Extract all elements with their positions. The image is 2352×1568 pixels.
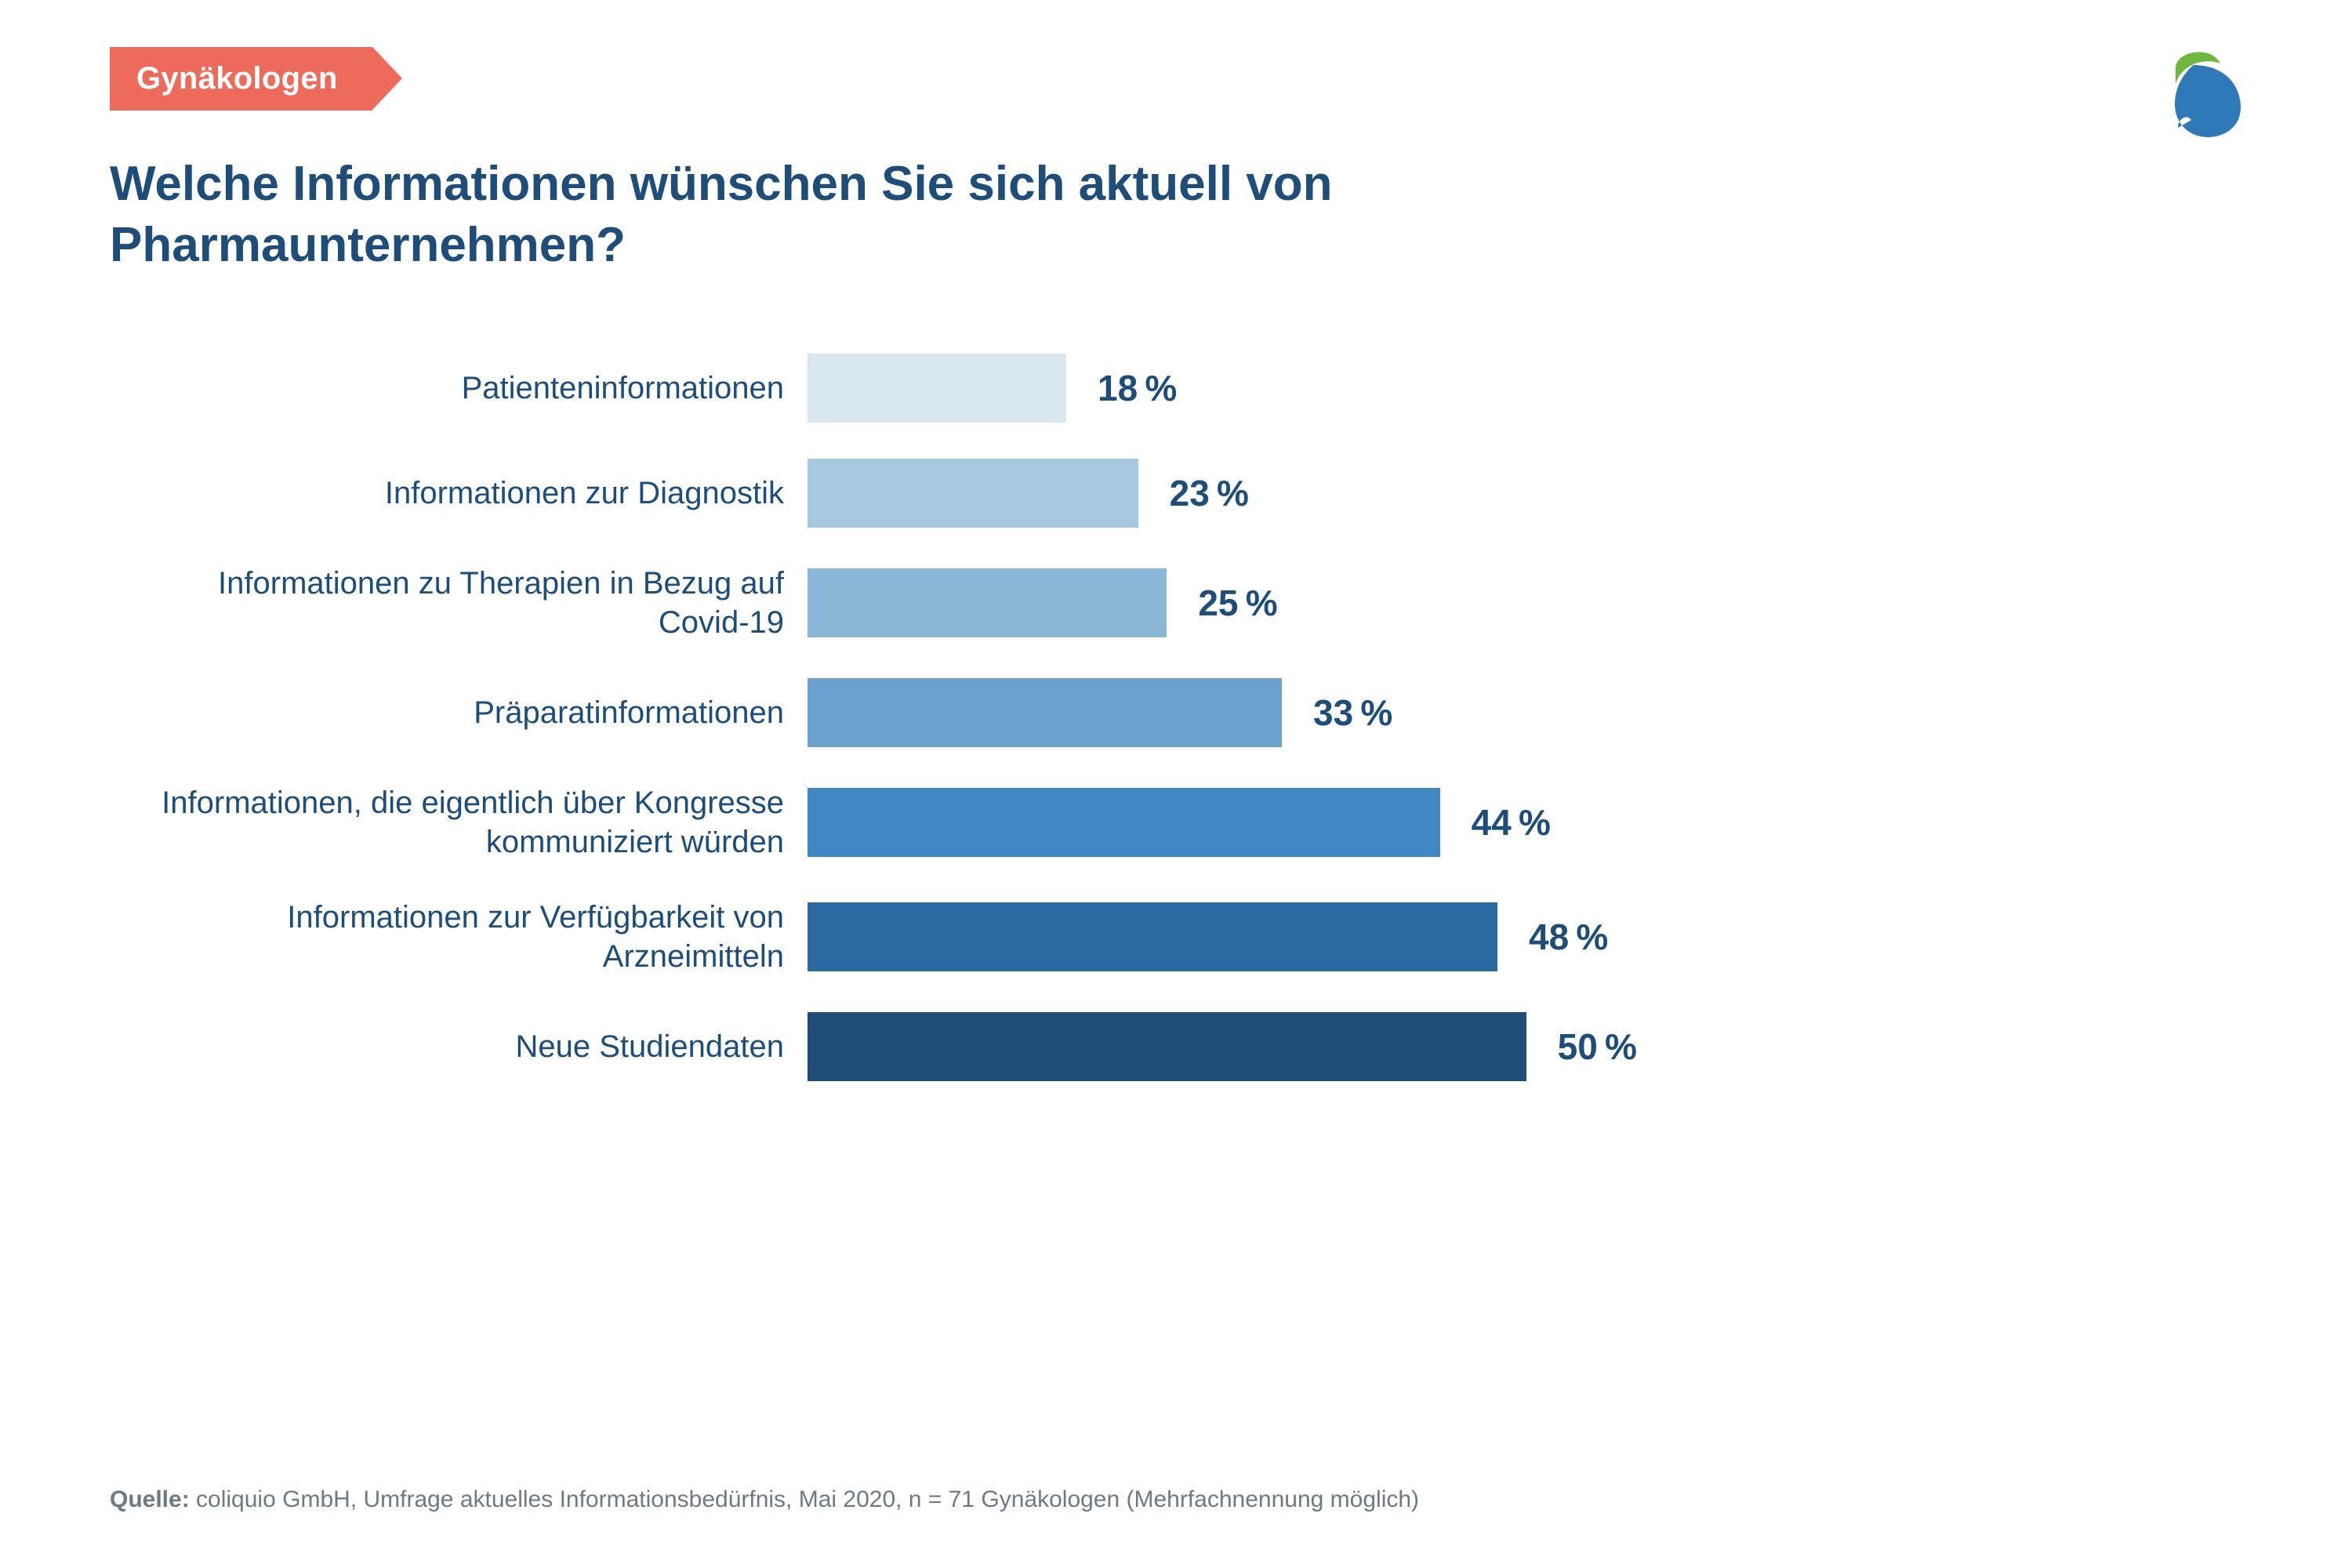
bar-fill [808,354,1066,423]
bar-value: 18 % [1098,367,1177,409]
source-prefix: Quelle: [110,1486,190,1512]
source-text: coliquio GmbH, Umfrage aktuelles Informa… [196,1486,1419,1512]
bar-label: Informationen zur Diagnostik [133,474,808,513]
bar-label: Neue Studiendaten [133,1027,808,1066]
bar-track: 33 % [808,678,1670,747]
bar-fill [808,788,1440,857]
bar-fill [808,1012,1526,1081]
bar-value: 50 % [1558,1025,1637,1068]
leaf-drop-icon [2148,43,2242,137]
bar-label: Informationen zur Verfügbarkeit von Arzn… [133,898,808,976]
bar-fill [808,902,1497,971]
bar-label: Patienteninformationen [133,368,808,408]
bar-track: 44 % [808,788,1670,857]
bar-fill [808,459,1138,528]
bar-label: Informationen, die eigentlich über Kongr… [133,783,808,862]
bar-label: Präparatinformationen [133,693,808,732]
bar-value: 48 % [1529,916,1608,958]
bar-track: 23 % [808,459,1670,528]
bar-value: 33 % [1313,691,1392,734]
bar-chart: Patienteninformationen 18 % Informationen … [133,354,2242,1081]
brand-logo [2148,43,2242,137]
bar-fill [808,678,1282,747]
bar-value: 23 % [1170,472,1249,514]
bar-row: Präparatinformationen 33 % [133,678,2242,747]
bar-row: Informationen zur Diagnostik 23 % [133,459,2242,528]
bar-row: Informationen zu Therapien in Bezug auf … [133,564,2242,642]
bar-value: 25 % [1198,582,1277,624]
bar-track: 25 % [808,568,1670,637]
bar-fill [808,568,1167,637]
bar-track: 48 % [808,902,1670,971]
bar-row: Informationen zur Verfügbarkeit von Arzn… [133,898,2242,976]
bar-row: Patienteninformationen 18 % [133,354,2242,423]
category-tag: Gynäkologen [110,47,372,111]
source-citation: Quelle: coliquio GmbH, Umfrage aktuelles… [110,1486,1419,1513]
bar-row: Informationen, die eigentlich über Kongr… [133,783,2242,862]
chart-title: Welche Informationen wünschen Sie sich a… [110,154,1756,275]
bar-track: 50 % [808,1012,1670,1081]
bar-row: Neue Studiendaten 50 % [133,1012,2242,1081]
bar-track: 18 % [808,354,1670,423]
bar-value: 44 % [1472,801,1551,844]
bar-label: Informationen zu Therapien in Bezug auf … [133,564,808,642]
